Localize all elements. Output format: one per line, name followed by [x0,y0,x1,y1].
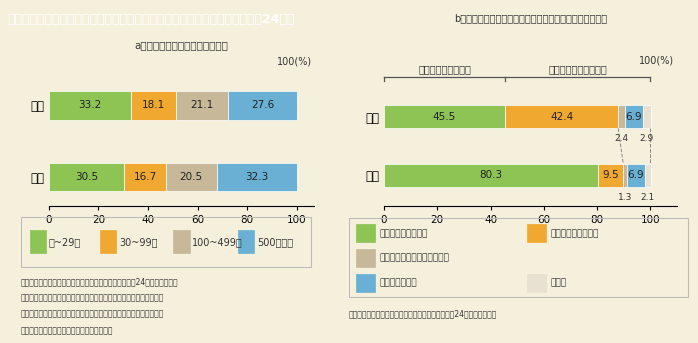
Bar [384,164,598,187]
Bar [645,164,651,187]
Text: 30.5: 30.5 [75,172,98,182]
Text: 労働者派遣事業所の派遣社員: 労働者派遣事業所の派遣社員 [380,253,450,263]
Text: パート・アルバイト: パート・アルバイト [551,229,599,238]
Bar [356,274,375,292]
Bar [49,163,124,191]
Text: 非正規の職員・従業員: 非正規の職員・従業員 [549,64,607,74]
Text: 42.4: 42.4 [550,111,573,121]
Text: （備考）総務省「労働力調査（詳細集計）」（平成24年）より作成。: （備考）総務省「労働力調査（詳細集計）」（平成24年）より作成。 [349,309,498,318]
Bar [505,105,618,128]
Text: 正規の職員・従業員: 正規の職員・従業員 [418,64,471,74]
Text: 2.4: 2.4 [614,134,628,143]
Text: 27.6: 27.6 [251,100,274,110]
Bar [173,230,190,253]
Text: 45.5: 45.5 [433,111,456,121]
Bar [30,230,46,253]
Text: 80.3: 80.3 [480,170,503,180]
Bar [100,230,116,253]
Text: 18.1: 18.1 [142,100,165,110]
Bar [166,163,216,191]
Text: 21.1: 21.1 [191,100,214,110]
Text: 33.2: 33.2 [78,100,102,110]
Bar [238,230,254,253]
Text: 契約社員・嘱託: 契約社員・嘱託 [380,278,417,287]
Text: 30~99人: 30~99人 [119,237,158,247]
Text: 9.5: 9.5 [602,170,619,180]
Bar [356,249,375,267]
Bar [131,91,176,120]
Text: その他: その他 [551,278,567,287]
Bar [643,105,651,128]
Text: 6.9: 6.9 [625,111,642,121]
Bar [527,274,546,292]
Text: 6.9: 6.9 [628,170,644,180]
Text: １~29人: １~29人 [49,237,81,247]
Bar [176,91,228,120]
Text: 2.9: 2.9 [639,134,654,143]
Bar [124,163,166,191]
Text: 張所などを含めた企業全体）でふだん働いている従業者: 張所などを含めた企業全体）でふだん働いている従業者 [21,310,164,319]
Text: 数の規模により区分している。: 数の規模により区分している。 [21,326,114,335]
Text: 500人以上: 500人以上 [257,237,293,247]
Text: 20.5: 20.5 [179,172,203,182]
Text: 1.3: 1.3 [618,193,632,202]
Title: b．役員を除く雇用者における正規／非正規雇用者の割合: b．役員を除く雇用者における正規／非正規雇用者の割合 [454,13,607,24]
Text: 32.3: 32.3 [245,172,268,182]
Bar [384,105,505,128]
Bar [623,164,627,187]
Text: 正規の職員・従業員: 正規の職員・従業員 [380,229,428,238]
Text: 2.1: 2.1 [641,193,655,202]
Text: 100(%): 100(%) [639,56,674,66]
Bar [49,91,131,120]
Text: 100~499人: 100~499人 [193,237,243,247]
Text: 第１－特－５図　従業者規模別及び雇用形態別の雇用の状況（男女別，平成24年）: 第１－特－５図 従業者規模別及び雇用形態別の雇用の状況（男女別，平成24年） [7,13,295,26]
Text: 100(%): 100(%) [276,56,311,66]
Bar [527,224,546,243]
Bar [216,163,297,191]
Bar [625,105,643,128]
Bar [618,105,625,128]
Text: ２．働いている事業所が属する企業（本店・支店・工場・出: ２．働いている事業所が属する企業（本店・支店・工場・出 [21,293,164,302]
Text: 16.7: 16.7 [133,172,157,182]
Title: a．雇用者数の従業者規模別割合: a．雇用者数の従業者規模別割合 [135,40,228,50]
Text: （備考）１．総務省「労働力調査（基本集計）」（平成24年）より作成。: （備考）１．総務省「労働力調査（基本集計）」（平成24年）より作成。 [21,277,179,286]
Bar [356,224,375,243]
Bar [627,164,645,187]
Bar [228,91,297,120]
Bar [598,164,623,187]
